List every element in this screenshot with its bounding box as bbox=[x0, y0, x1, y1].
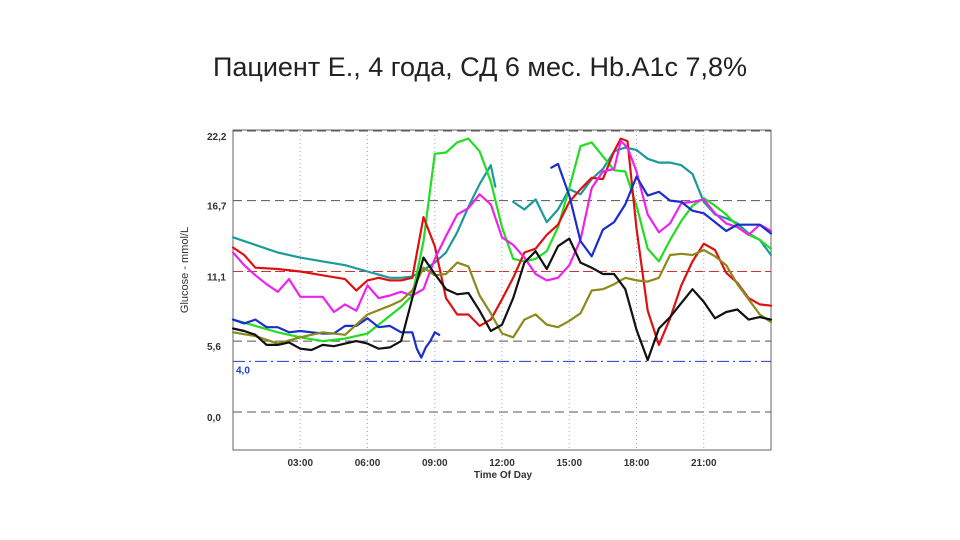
y-tick-labels: 0,0 5,6 11,1 16,7 22,2 bbox=[207, 132, 227, 424]
plot-frame bbox=[232, 129, 772, 451]
y-tick-label-3: 16,7 bbox=[207, 202, 227, 213]
series-lines bbox=[231, 137, 773, 362]
series-line-6 bbox=[550, 162, 773, 258]
series-line-4 bbox=[231, 140, 773, 314]
series-line-1 bbox=[512, 146, 773, 257]
reference-label-0: 4,0 bbox=[236, 365, 250, 376]
x-tick-label-0: 03:00 bbox=[287, 458, 313, 469]
series-line-0 bbox=[231, 164, 497, 279]
x-tick-label-4: 15:00 bbox=[556, 458, 582, 469]
y-tick-label-1: 5,6 bbox=[207, 342, 221, 353]
y-tick-label-0: 0,0 bbox=[207, 413, 221, 424]
x-tick-label-6: 21:00 bbox=[691, 458, 717, 469]
x-axis-title: Time Of Day bbox=[474, 470, 533, 481]
x-tick-label-2: 09:00 bbox=[422, 458, 448, 469]
series-line-8 bbox=[231, 237, 773, 362]
x-tick-label-1: 06:00 bbox=[355, 458, 381, 469]
y-tick-label-4: 22,2 bbox=[207, 132, 227, 143]
series-line-7 bbox=[231, 248, 773, 345]
series-line-2 bbox=[231, 137, 773, 343]
x-tick-labels: 03:00 06:00 09:00 12:00 15:00 18:00 21:00 bbox=[287, 458, 717, 469]
slide-title: Пациент Е., 4 года, СД 6 мес. Hb.A1c 7,8… bbox=[212, 52, 748, 82]
x-tick-label-3: 12:00 bbox=[489, 458, 515, 469]
x-tick-label-5: 18:00 bbox=[624, 458, 650, 469]
y-axis-title: Glucose - mmol/L bbox=[179, 227, 191, 313]
y-tick-label-2: 11,1 bbox=[207, 273, 226, 284]
series-line-3 bbox=[231, 137, 773, 346]
